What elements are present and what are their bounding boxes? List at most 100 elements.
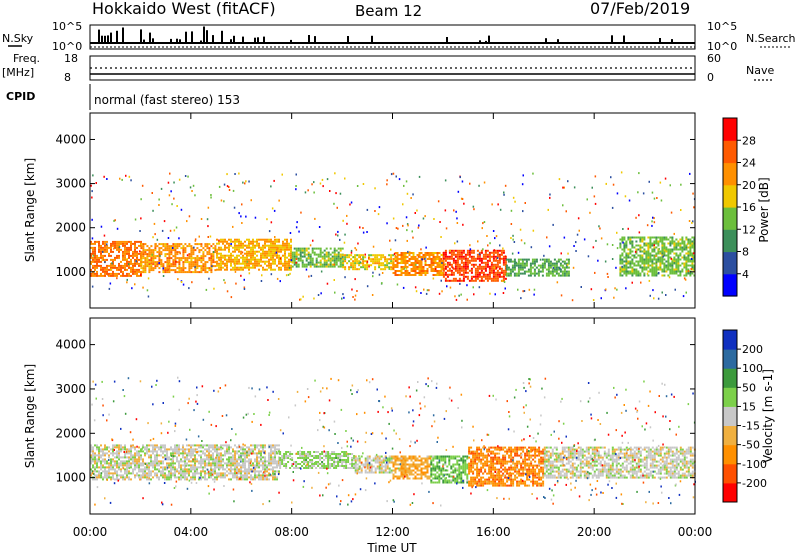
echo-cell — [108, 287, 111, 290]
echo-cell — [128, 175, 131, 178]
echo-cell — [174, 249, 177, 252]
echo-cell — [184, 247, 187, 250]
echo-cell — [616, 192, 619, 195]
echo-cell — [126, 248, 128, 251]
echo-cell — [655, 266, 658, 269]
colorbar-tick-label: 16 — [742, 201, 756, 214]
echo-cell — [172, 452, 174, 455]
echo-cell — [358, 465, 361, 468]
echo-cell — [406, 256, 409, 258]
echo-cell — [625, 258, 628, 261]
echo-cell — [110, 458, 112, 461]
echo-cell — [144, 452, 146, 455]
echo-cell — [264, 260, 266, 263]
echo-cell — [284, 246, 286, 249]
echo-cell — [561, 270, 564, 273]
echo-cell — [160, 448, 162, 451]
echo-cell — [655, 274, 658, 277]
echo-cell — [188, 243, 191, 246]
echo-cell — [116, 476, 118, 479]
echo-cell — [507, 266, 510, 269]
echo-cell — [339, 257, 342, 260]
echo-cell — [207, 225, 209, 228]
echo-cell — [661, 258, 664, 261]
echo-cell — [561, 274, 564, 277]
echo-cell — [539, 270, 542, 273]
echo-cell — [272, 456, 274, 459]
echo-cell — [245, 215, 247, 218]
echo-cell — [342, 254, 345, 257]
echo-cell — [289, 272, 291, 275]
echo-cell — [272, 476, 274, 479]
echo-cell — [659, 268, 662, 271]
echo-cell — [442, 251, 445, 254]
echo-cell — [104, 244, 106, 247]
echo-cell — [230, 256, 232, 259]
echo-cell — [174, 474, 176, 477]
echo-cell — [462, 269, 465, 272]
echo-cell — [372, 459, 375, 462]
echo-cell — [148, 470, 150, 473]
echo-cell — [132, 456, 134, 459]
echo-cell — [683, 277, 686, 280]
echo-cell — [327, 457, 330, 459]
echo-cell — [691, 256, 694, 259]
echo-cell — [392, 264, 395, 266]
echo-cell — [303, 467, 306, 469]
echo-cell — [120, 264, 122, 267]
echo-cell — [531, 266, 534, 269]
echo-cell — [444, 257, 447, 260]
echo-cell — [190, 456, 192, 459]
echo-cell — [309, 255, 312, 258]
echo-cell — [92, 248, 94, 251]
echo-cell — [112, 262, 114, 265]
echo-cell — [464, 271, 467, 274]
echo-cell — [416, 266, 419, 268]
echo-cell — [350, 266, 353, 269]
echo-cell — [238, 258, 240, 261]
echo-cell — [432, 274, 435, 276]
echo-cell — [223, 279, 225, 282]
echo-cell — [675, 242, 678, 245]
echo-cell — [178, 476, 180, 479]
echo-cell — [649, 270, 652, 273]
echo-cell — [126, 260, 128, 263]
echo-cell — [412, 236, 414, 239]
echo-cell — [305, 257, 308, 260]
echo-cell — [164, 255, 167, 258]
echo-cell — [691, 268, 694, 271]
echo-cell — [158, 271, 161, 274]
echo-cell — [130, 258, 132, 261]
echo-cell — [319, 457, 322, 459]
echo-cell — [234, 250, 236, 253]
echo-cell — [200, 478, 202, 481]
echo-cell — [358, 260, 361, 263]
echo-cell — [494, 251, 497, 254]
echo-cell — [158, 257, 161, 260]
echo-cell — [94, 456, 96, 459]
echo-cell — [220, 246, 222, 249]
echo-cell — [284, 258, 286, 261]
echo-cell — [170, 247, 173, 250]
echo-cell — [390, 268, 393, 271]
echo-cell — [140, 261, 143, 264]
echo-cell — [268, 230, 271, 233]
echo-cell — [212, 446, 214, 449]
echo-cell — [288, 258, 290, 261]
echo-cell — [112, 240, 114, 243]
echo-cell — [432, 262, 435, 264]
echo-cell — [521, 262, 524, 265]
echo-cell — [335, 457, 338, 459]
echo-cell — [142, 255, 145, 258]
echo-cell — [154, 460, 156, 463]
echo-cell — [635, 248, 638, 251]
echo-cell — [563, 262, 566, 265]
echo-cell — [647, 244, 650, 247]
echo-cell — [619, 256, 622, 259]
echo-cell — [315, 461, 318, 463]
echo-cell — [233, 262, 235, 265]
echo-cell — [270, 446, 272, 449]
echo-cell — [246, 476, 248, 479]
echo-cell — [112, 446, 114, 449]
echo-cell — [228, 258, 230, 261]
